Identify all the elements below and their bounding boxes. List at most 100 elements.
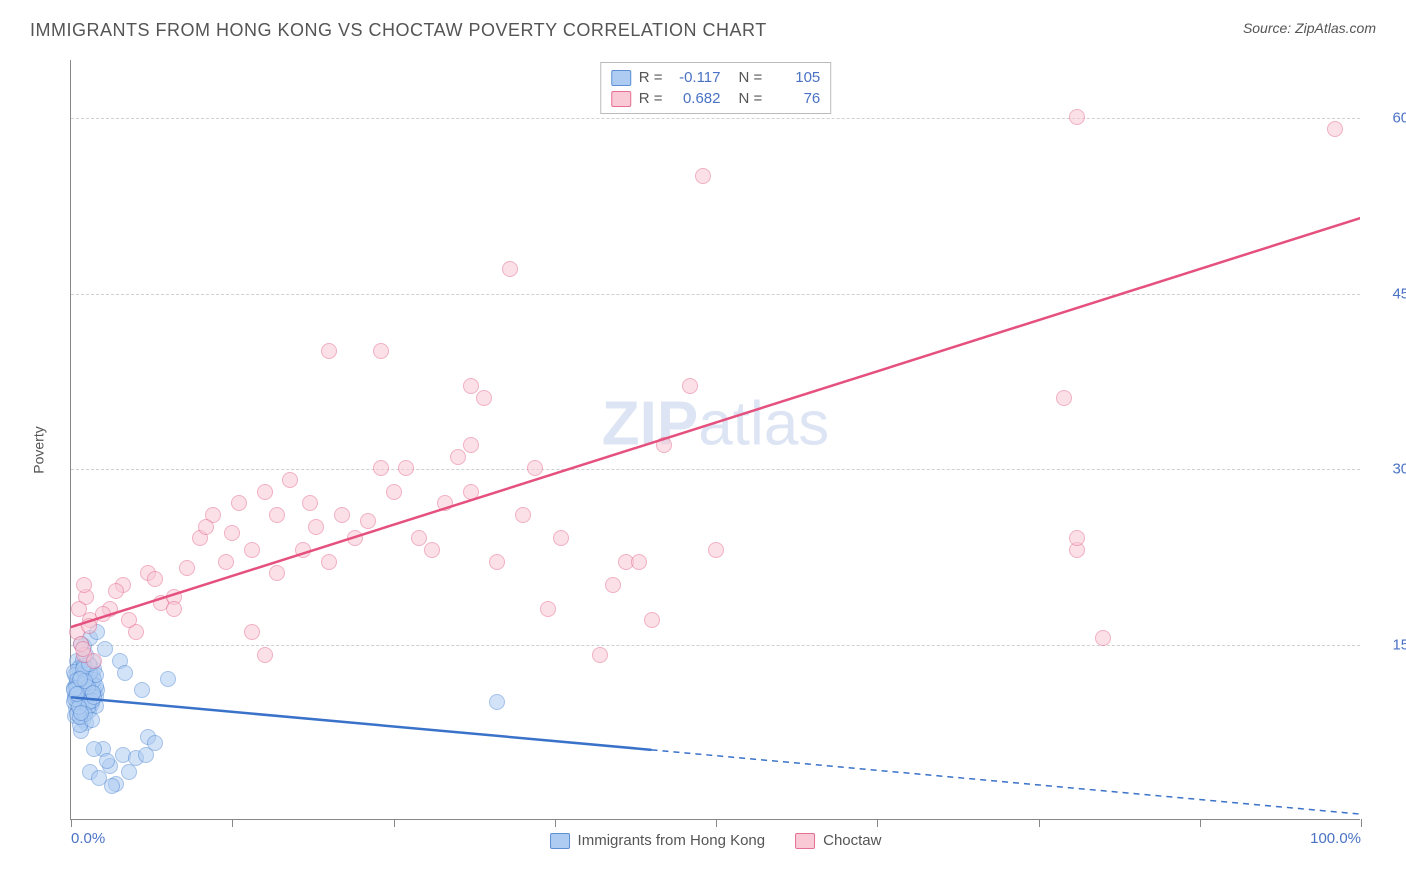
watermark-atlas: atlas (698, 390, 829, 459)
scatter-point (269, 507, 285, 523)
scatter-point (463, 484, 479, 500)
scatter-point (411, 530, 427, 546)
scatter-point (95, 606, 111, 622)
legend-series-label: Immigrants from Hong Kong (578, 832, 766, 849)
scatter-point (179, 560, 195, 576)
scatter-point (553, 530, 569, 546)
r-label: R = (639, 69, 663, 86)
chart-title: IMMIGRANTS FROM HONG KONG VS CHOCTAW POV… (30, 20, 767, 41)
scatter-point (1095, 630, 1111, 646)
plot-area: ZIPatlas 15.0%30.0%45.0%60.0%0.0%100.0%R… (70, 60, 1360, 820)
x-tick (394, 819, 395, 827)
scatter-point (695, 168, 711, 184)
scatter-point (224, 525, 240, 541)
scatter-point (117, 665, 133, 681)
scatter-point (257, 484, 273, 500)
x-tick (1361, 819, 1362, 827)
scatter-point (631, 554, 647, 570)
legend-swatch (611, 70, 631, 86)
scatter-point (644, 612, 660, 628)
legend-series-label: Choctaw (823, 832, 881, 849)
y-tick-label: 45.0% (1392, 285, 1406, 302)
x-tick (716, 819, 717, 827)
scatter-point (502, 261, 518, 277)
scatter-point (108, 583, 124, 599)
scatter-point (71, 601, 87, 617)
legend-series-item: Immigrants from Hong Kong (550, 832, 766, 849)
scatter-point (321, 343, 337, 359)
scatter-point (373, 343, 389, 359)
n-label: N = (739, 69, 763, 86)
grid-line (71, 294, 1360, 295)
scatter-point (218, 554, 234, 570)
scatter-point (450, 449, 466, 465)
scatter-point (121, 612, 137, 628)
n-label: N = (739, 90, 763, 107)
grid-line (71, 469, 1360, 470)
scatter-point (489, 694, 505, 710)
scatter-point (1069, 109, 1085, 125)
scatter-point (334, 507, 350, 523)
scatter-point (231, 495, 247, 511)
x-tick (232, 819, 233, 827)
scatter-point (302, 495, 318, 511)
watermark: ZIPatlas (602, 389, 829, 460)
scatter-point (134, 682, 150, 698)
x-tick (1039, 819, 1040, 827)
y-axis-label: Poverty (31, 426, 47, 473)
legend-swatch (611, 91, 631, 107)
scatter-point (75, 641, 91, 657)
r-label: R = (639, 90, 663, 107)
scatter-point (244, 624, 260, 640)
scatter-point (160, 671, 176, 687)
scatter-point (86, 741, 102, 757)
scatter-point (85, 685, 101, 701)
y-tick-label: 60.0% (1392, 110, 1406, 127)
scatter-point (605, 577, 621, 593)
n-value: 76 (770, 90, 820, 107)
r-value: 0.682 (671, 90, 721, 107)
scatter-point (437, 495, 453, 511)
grid-line (71, 645, 1360, 646)
scatter-point (86, 653, 102, 669)
trend-lines (71, 60, 1360, 819)
x-tick (71, 819, 72, 827)
source-label: Source: ZipAtlas.com (1243, 20, 1376, 36)
legend-stats: R =-0.117N =105R =0.682N =76 (600, 62, 832, 114)
scatter-point (257, 647, 273, 663)
chart-container: Poverty ZIPatlas 15.0%30.0%45.0%60.0%0.0… (55, 60, 1375, 840)
scatter-point (463, 437, 479, 453)
scatter-point (244, 542, 260, 558)
scatter-point (708, 542, 724, 558)
scatter-point (104, 778, 120, 794)
scatter-point (424, 542, 440, 558)
scatter-point (592, 647, 608, 663)
scatter-point (386, 484, 402, 500)
scatter-point (682, 378, 698, 394)
scatter-point (515, 507, 531, 523)
scatter-point (121, 764, 137, 780)
scatter-point (269, 565, 285, 581)
y-tick-label: 15.0% (1392, 636, 1406, 653)
r-value: -0.117 (671, 69, 721, 86)
scatter-point (347, 530, 363, 546)
scatter-point (656, 437, 672, 453)
x-tick (877, 819, 878, 827)
legend-swatch (795, 833, 815, 849)
legend-stats-row: R =-0.117N =105 (611, 67, 821, 88)
legend-swatch (550, 833, 570, 849)
scatter-point (360, 513, 376, 529)
scatter-point (527, 460, 543, 476)
scatter-point (373, 460, 389, 476)
scatter-point (321, 554, 337, 570)
y-tick-label: 30.0% (1392, 461, 1406, 478)
scatter-point (138, 747, 154, 763)
scatter-point (147, 571, 163, 587)
watermark-zip: ZIP (602, 390, 698, 459)
scatter-point (1069, 530, 1085, 546)
scatter-point (1327, 121, 1343, 137)
grid-line (71, 118, 1360, 119)
legend-series: Immigrants from Hong Kong Choctaw (550, 832, 882, 849)
scatter-point (99, 753, 115, 769)
scatter-point (1056, 390, 1072, 406)
